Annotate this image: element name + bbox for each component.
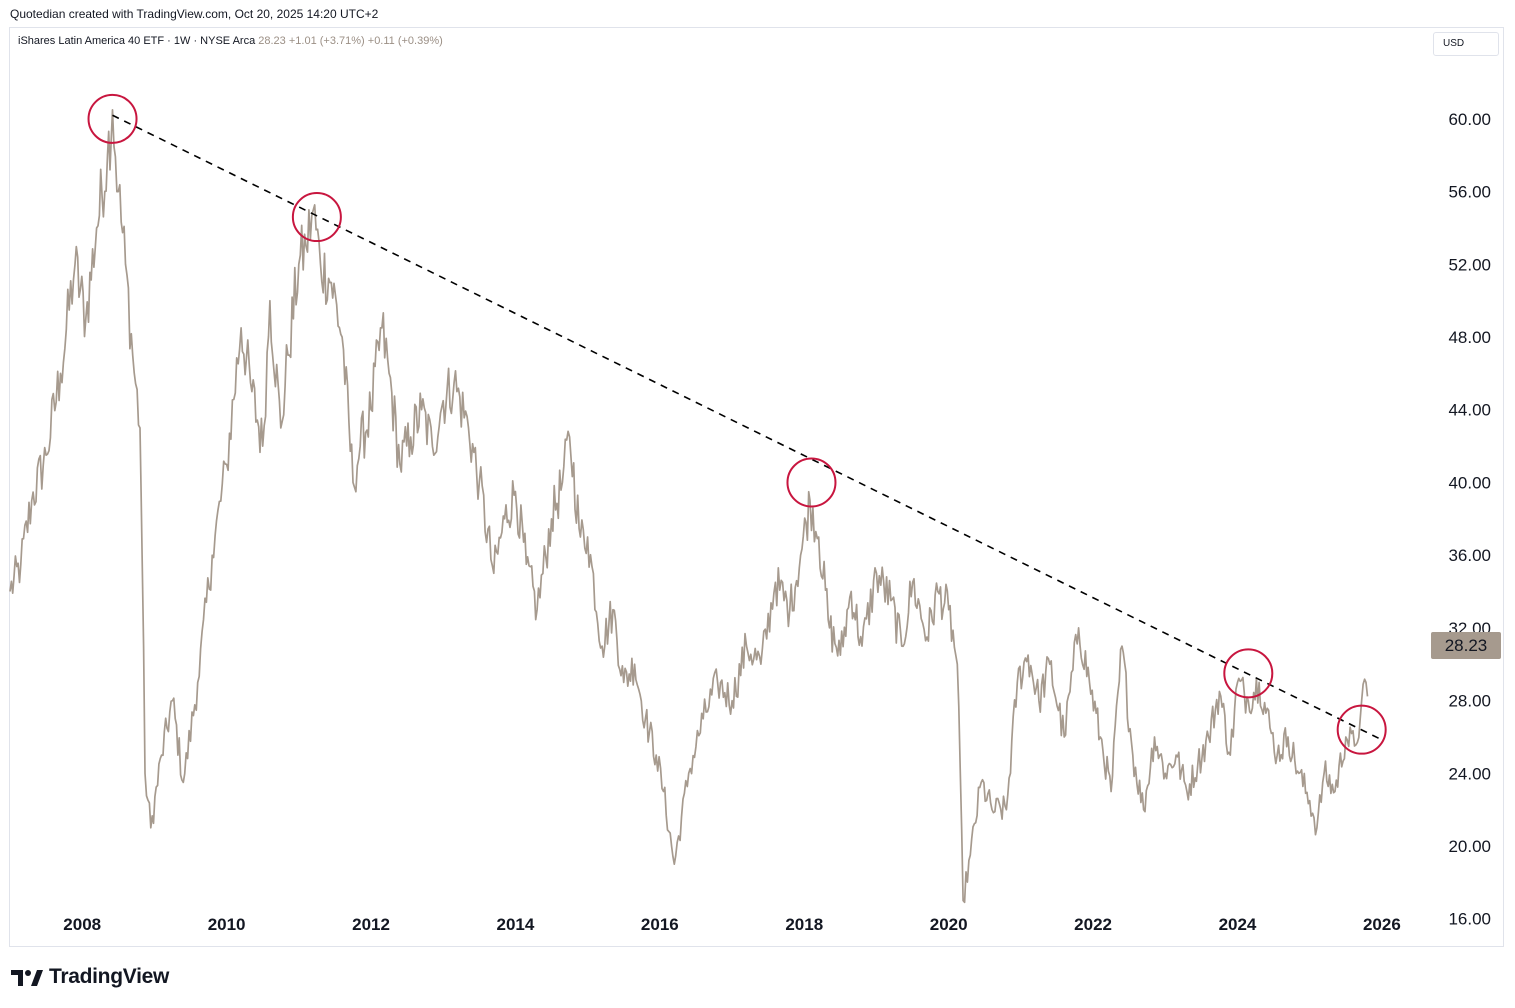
annotation-circle[interactable] (1223, 648, 1274, 699)
y-tick-label: 24.00 (1448, 764, 1491, 783)
last-price-tag-bg (1431, 632, 1501, 659)
x-tick-label: 2010 (208, 915, 246, 934)
x-tick-label: 2024 (1219, 915, 1257, 934)
tradingview-logo[interactable]: TradingView (11, 965, 169, 989)
y-tick-label: 48.00 (1448, 328, 1491, 347)
tradingview-logo-icon (11, 970, 43, 986)
legend-close: 28.23 (258, 35, 286, 47)
y-tick-label: 44.00 (1448, 401, 1491, 420)
chart-legend: iShares Latin America 40 ETF · 1W · NYSE… (18, 35, 443, 47)
y-tick-label: 52.00 (1448, 255, 1491, 274)
annotation-circle[interactable] (786, 457, 837, 508)
x-tick-label: 2020 (930, 915, 968, 934)
y-tick-label: 36.00 (1448, 546, 1491, 565)
y-tick-label: 28.00 (1448, 692, 1491, 711)
brand-name: TradingView (49, 965, 170, 988)
chart-frame (9, 27, 1504, 947)
x-tick-label: 2026 (1363, 915, 1401, 934)
y-tick-label: 56.00 (1448, 183, 1491, 202)
last-price-tag: 28.23 (1431, 632, 1501, 659)
legend-extra: +0.11 (+0.39%) (367, 35, 443, 47)
x-tick-label: 2008 (63, 915, 101, 934)
y-tick-label: 16.00 (1448, 910, 1491, 929)
x-tick-label: 2014 (497, 915, 535, 934)
annotation-circle[interactable] (87, 93, 138, 144)
y-tick-label: 20.00 (1448, 837, 1491, 856)
y-tick-label: 40.00 (1448, 473, 1491, 492)
currency-button[interactable]: USD (1433, 32, 1499, 56)
annotation-circle[interactable] (1336, 704, 1387, 755)
x-tick-label: 2012 (352, 915, 390, 934)
created-with-caption: Quotedian created with TradingView.com, … (10, 7, 379, 21)
y-tick-label: 60.00 (1448, 110, 1491, 129)
x-axis-labels: 2008 2010 2012 2014 2016 2018 2020 2022 2024 2026 (63, 915, 1401, 934)
last-price-value: 28.23 (1445, 636, 1488, 655)
x-tick-label: 2016 (641, 915, 679, 934)
trendline[interactable] (112, 114, 1381, 740)
symbol-description: iShares Latin America 40 ETF · 1W · NYSE… (18, 35, 256, 47)
x-tick-label: 2018 (785, 915, 823, 934)
annotation-circle[interactable] (291, 192, 342, 243)
price-line (9, 108, 1369, 904)
annotation-circles (87, 93, 1387, 755)
legend-change: +1.01 (+3.71%) (288, 35, 365, 47)
y-axis-labels: 16.0020.0024.0028.0032.0036.0040.0044.00… (1448, 110, 1491, 929)
x-tick-label: 2022 (1074, 915, 1112, 934)
